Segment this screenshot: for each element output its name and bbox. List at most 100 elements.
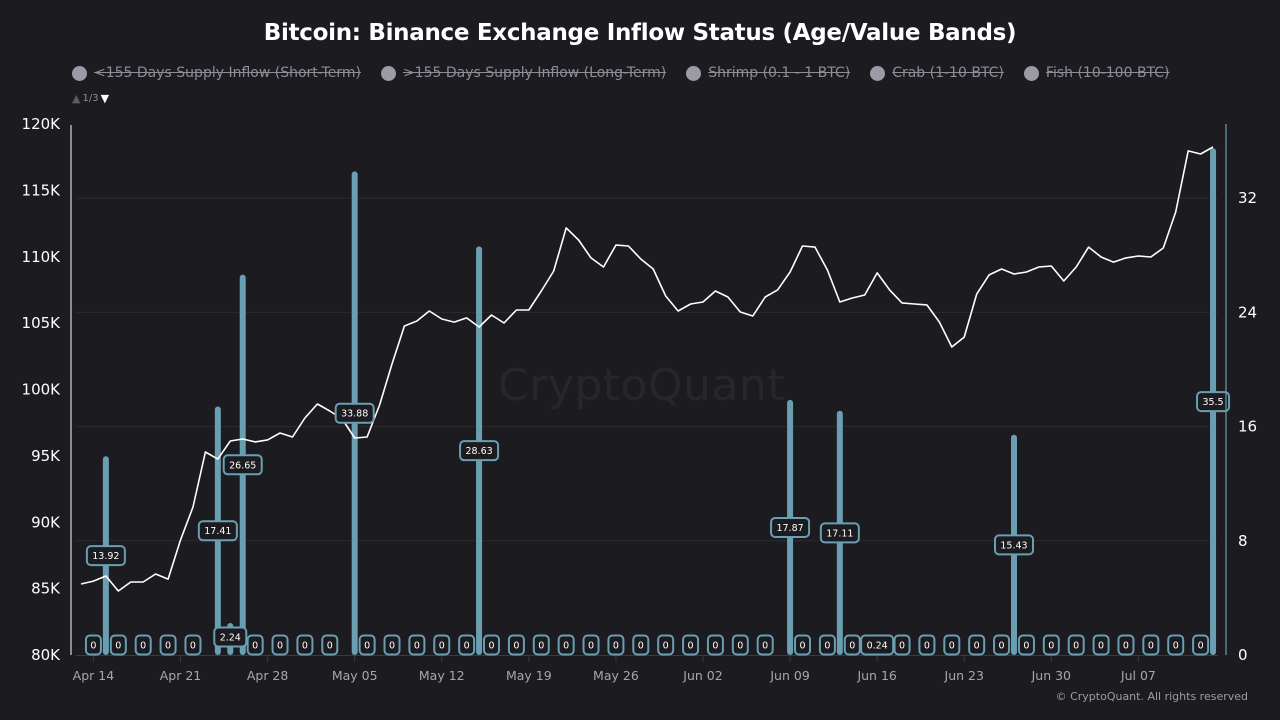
- svg-text:0: 0: [277, 641, 283, 652]
- svg-text:0: 0: [165, 641, 171, 652]
- svg-text:0: 0: [140, 641, 146, 652]
- svg-text:0: 0: [464, 641, 470, 652]
- svg-text:26.65: 26.65: [229, 460, 256, 471]
- legend-item-crab[interactable]: Crab (1-10 BTC): [870, 65, 1004, 81]
- svg-text:0: 0: [190, 641, 196, 652]
- legend-dot-icon: [72, 65, 87, 81]
- svg-text:15.43: 15.43: [1000, 540, 1027, 551]
- legend-item-long-term[interactable]: >155 Days Supply Inflow (Long-Term): [380, 65, 667, 81]
- svg-text:Jun 30: Jun 30: [1031, 668, 1071, 683]
- svg-text:0: 0: [613, 641, 619, 652]
- legend-item-short-term[interactable]: <155 Days Supply Inflow (Short-Term): [72, 65, 361, 81]
- pager-down-icon[interactable]: ▼: [100, 92, 110, 105]
- legend-dot-icon: [1023, 65, 1039, 81]
- svg-text:95K: 95K: [31, 447, 61, 465]
- svg-text:0: 0: [638, 641, 644, 652]
- svg-text:Apr 21: Apr 21: [160, 668, 202, 683]
- svg-text:16: 16: [1238, 418, 1257, 436]
- svg-text:0: 0: [488, 641, 494, 652]
- svg-text:0: 0: [663, 641, 669, 652]
- svg-text:13.92: 13.92: [92, 551, 119, 562]
- svg-text:0: 0: [513, 641, 519, 652]
- legend-dot-icon: [380, 65, 396, 81]
- svg-text:115K: 115K: [22, 181, 62, 199]
- svg-text:0: 0: [737, 641, 743, 652]
- svg-text:8: 8: [1238, 532, 1248, 550]
- chart-title: Bitcoin: Binance Exchange Inflow Status …: [263, 20, 1017, 46]
- legend-item-fish[interactable]: Fish (10-100 BTC): [1023, 65, 1170, 81]
- svg-text:85K: 85K: [31, 580, 61, 598]
- legend-dot-icon: [686, 65, 702, 81]
- svg-text:0: 0: [1198, 641, 1204, 652]
- pager-up-icon[interactable]: ▲: [72, 92, 81, 105]
- svg-text:0: 0: [949, 641, 955, 652]
- svg-text:120K: 120K: [22, 115, 62, 133]
- svg-text:0: 0: [1098, 641, 1104, 652]
- svg-text:0: 0: [588, 641, 594, 652]
- copyright-footer: © CryptoQuant. All rights reserved: [1055, 690, 1248, 703]
- svg-text:90K: 90K: [31, 513, 61, 531]
- svg-text:0: 0: [1073, 641, 1079, 652]
- svg-text:May 05: May 05: [332, 668, 378, 683]
- svg-text:Jun 02: Jun 02: [682, 668, 722, 683]
- svg-text:0: 0: [1173, 641, 1179, 652]
- svg-text:33.88: 33.88: [341, 409, 368, 420]
- legend: <155 Days Supply Inflow (Short-Term) >15…: [72, 62, 1190, 84]
- svg-text:0: 0: [924, 641, 930, 652]
- legend-label: >155 Days Supply Inflow (Long-Term): [402, 65, 667, 81]
- svg-text:28.63: 28.63: [465, 446, 492, 457]
- svg-text:May 12: May 12: [419, 668, 465, 683]
- watermark: CryptoQuant: [498, 360, 786, 411]
- svg-text:0: 0: [712, 641, 718, 652]
- svg-text:0: 0: [252, 641, 258, 652]
- svg-text:0: 0: [327, 641, 333, 652]
- price-line: [80, 146, 1214, 592]
- svg-text:0: 0: [688, 641, 694, 652]
- svg-text:0: 0: [538, 641, 544, 652]
- svg-text:0: 0: [849, 641, 855, 652]
- svg-text:0: 0: [364, 641, 370, 652]
- legend-pager: ▲ 1/3 ▼: [72, 92, 109, 105]
- svg-text:0: 0: [1238, 646, 1248, 664]
- svg-text:17.11: 17.11: [826, 528, 853, 539]
- legend-label: Shrimp (0.1 - 1 BTC): [708, 65, 851, 81]
- svg-text:0: 0: [762, 641, 768, 652]
- svg-text:Apr 28: Apr 28: [247, 668, 289, 683]
- svg-text:0: 0: [824, 641, 830, 652]
- pager-text: 1/3: [82, 93, 99, 104]
- svg-text:0: 0: [1123, 641, 1129, 652]
- svg-text:0: 0: [414, 641, 420, 652]
- svg-text:17.87: 17.87: [776, 523, 803, 534]
- svg-text:0: 0: [90, 641, 96, 652]
- svg-text:17.41: 17.41: [204, 526, 231, 537]
- svg-text:0: 0: [974, 641, 980, 652]
- svg-text:May 26: May 26: [593, 668, 639, 683]
- svg-text:35.5: 35.5: [1202, 397, 1223, 408]
- legend-dot-icon: [870, 65, 886, 81]
- svg-text:0.24: 0.24: [867, 641, 888, 652]
- svg-text:32: 32: [1238, 189, 1257, 207]
- svg-text:Jun 16: Jun 16: [856, 668, 896, 683]
- svg-text:0: 0: [799, 641, 805, 652]
- svg-text:105K: 105K: [22, 314, 62, 332]
- svg-text:0: 0: [999, 641, 1005, 652]
- inflow-bars: [102, 148, 1217, 656]
- svg-text:Jun 23: Jun 23: [944, 668, 984, 683]
- legend-label: Crab (1-10 BTC): [892, 65, 1004, 81]
- legend-label: <155 Days Supply Inflow (Short-Term): [94, 65, 361, 81]
- svg-text:Jun 09: Jun 09: [769, 668, 809, 683]
- legend-label: Fish (10-100 BTC): [1045, 65, 1170, 81]
- svg-text:0: 0: [115, 641, 121, 652]
- svg-text:0: 0: [899, 641, 905, 652]
- svg-text:Jul 07: Jul 07: [1120, 668, 1156, 683]
- svg-text:0: 0: [1048, 641, 1054, 652]
- svg-text:24: 24: [1238, 303, 1257, 321]
- legend-item-shrimp[interactable]: Shrimp (0.1 - 1 BTC): [686, 65, 850, 81]
- svg-text:110K: 110K: [22, 248, 62, 266]
- svg-text:80K: 80K: [31, 646, 61, 664]
- bar-value-labels: 0 13.92 0 0 0 0 17.41 2.24 26.65 0 0 0 0 33.88 0 0 0 0 0 28…: [84, 391, 1231, 656]
- svg-text:0: 0: [1148, 641, 1154, 652]
- svg-text:0: 0: [1023, 641, 1029, 652]
- svg-text:2.24: 2.24: [220, 633, 241, 644]
